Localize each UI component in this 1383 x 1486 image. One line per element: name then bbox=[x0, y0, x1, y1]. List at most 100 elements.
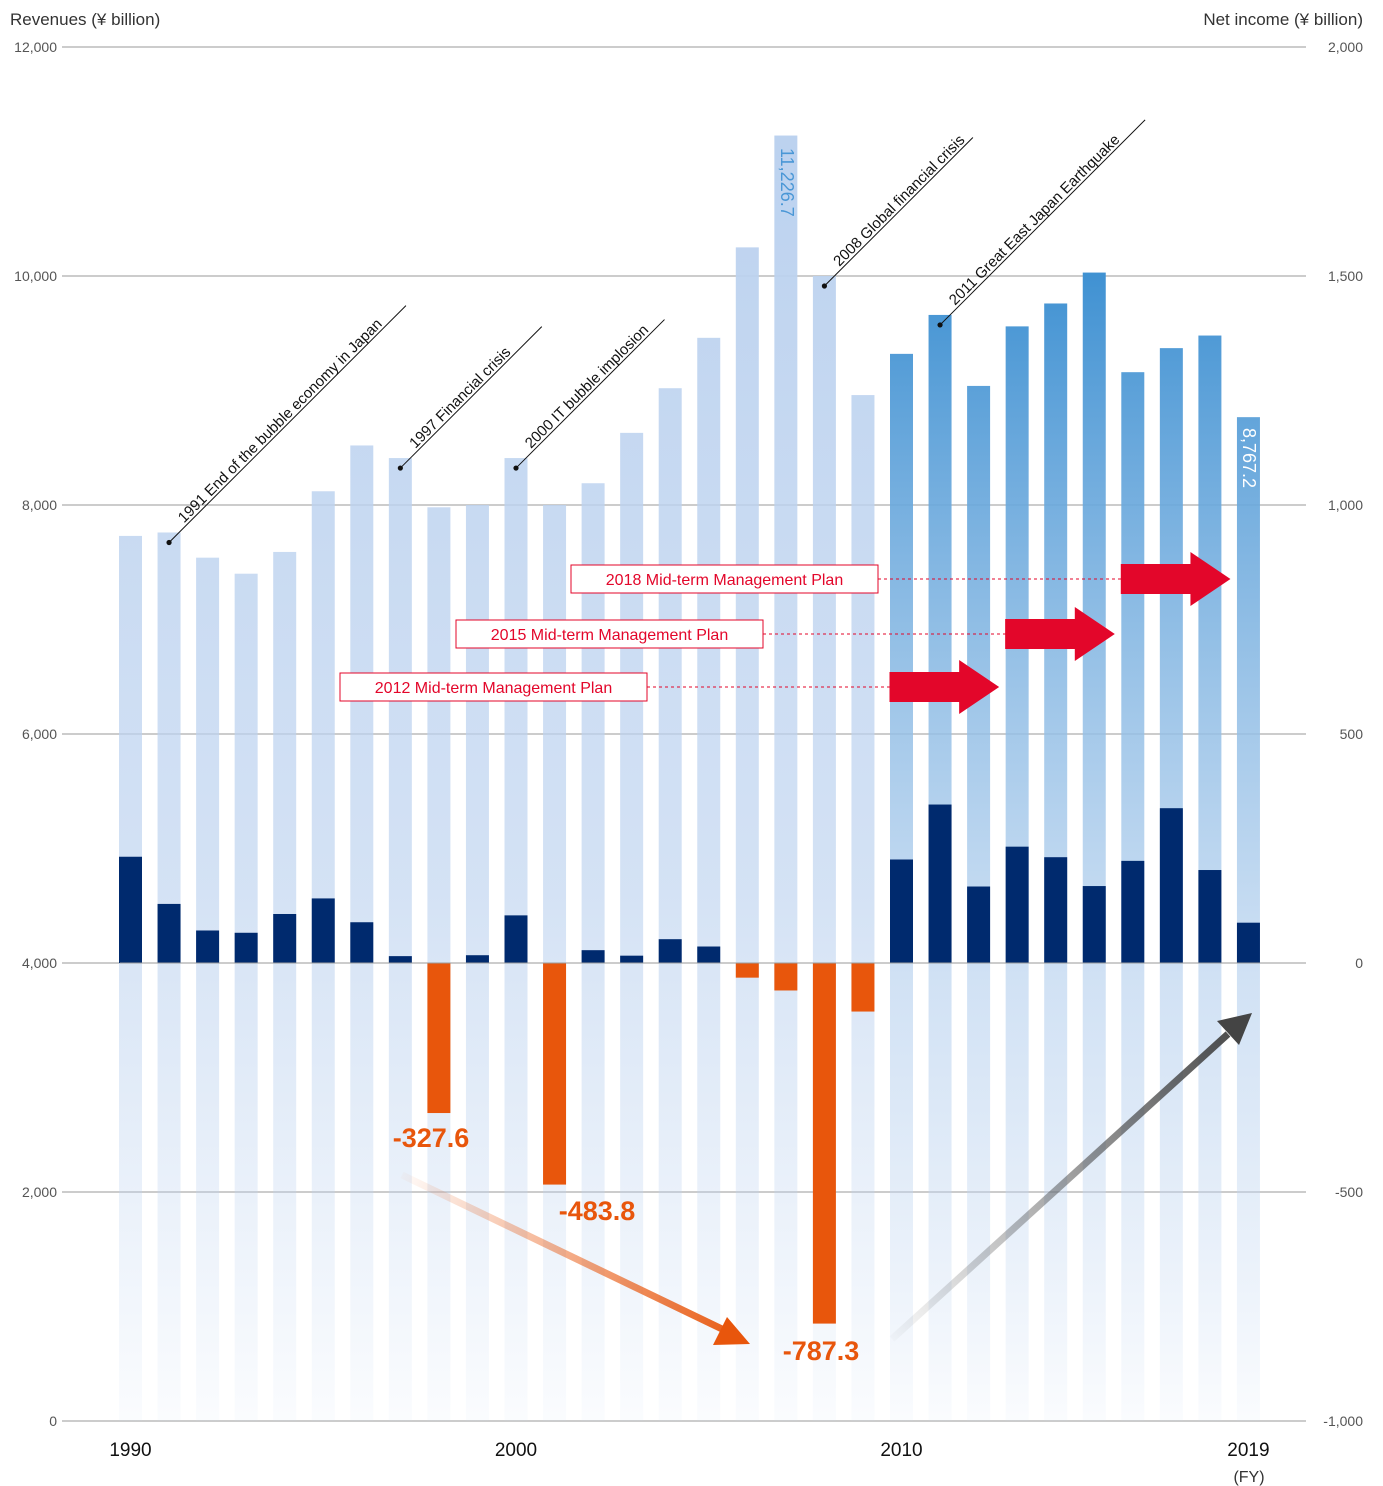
net-income-bars bbox=[119, 804, 1260, 1324]
downward-trend-arrow bbox=[400, 1171, 750, 1345]
right-tick-label: -500 bbox=[1335, 1184, 1363, 1200]
net-income-bar-2015 bbox=[1082, 886, 1106, 963]
net-income-bar-1991 bbox=[157, 903, 181, 963]
fiscal-year-unit: (FY) bbox=[1233, 1469, 1264, 1486]
revenue-bars bbox=[119, 135, 1260, 1422]
event-leader-line bbox=[399, 326, 543, 469]
upward-trend-head bbox=[1217, 1013, 1252, 1045]
downward-trend-shaft bbox=[400, 1171, 724, 1333]
net-income-bar-1992 bbox=[196, 930, 220, 963]
plan-annotation-2013: 2015 Mid-term Management Plan bbox=[455, 607, 1115, 661]
plan-label: 2018 Mid-term Management Plan bbox=[606, 572, 843, 589]
right-tick-label: 1,500 bbox=[1328, 268, 1363, 284]
last-revenue-label: 8,767.2 bbox=[1239, 428, 1259, 488]
net-income-bar-2008 bbox=[812, 963, 836, 1324]
plan-annotation-2016: 2018 Mid-term Management Plan bbox=[570, 552, 1231, 606]
left-tick-label: 4,000 bbox=[22, 955, 57, 971]
left-tick-label: 8,000 bbox=[22, 497, 57, 513]
plan-arrow bbox=[1120, 552, 1231, 606]
plan-label: 2012 Mid-term Management Plan bbox=[375, 680, 612, 697]
net-income-bar-2006 bbox=[735, 963, 759, 978]
event-leader-line bbox=[824, 137, 974, 287]
right-tick-label: 500 bbox=[1340, 726, 1364, 742]
left-tick-label: 0 bbox=[49, 1413, 57, 1429]
plan-annotation-2010: 2012 Mid-term Management Plan bbox=[339, 660, 1000, 714]
net-income-bar-2007 bbox=[774, 963, 798, 991]
upward-trend-shaft bbox=[889, 1031, 1231, 1342]
right-tick-label: 0 bbox=[1355, 955, 1363, 971]
event-leader-line bbox=[939, 119, 1146, 326]
net-income-bar-2018 bbox=[1198, 870, 1222, 963]
revenue-bar-2006 bbox=[735, 247, 759, 1421]
net-income-bar-2010 bbox=[890, 859, 913, 963]
event-annotations: 1991 End of the bubble economy in Japan 1… bbox=[166, 119, 1146, 546]
plan-arrow bbox=[1005, 607, 1115, 661]
net-income-bar-1994 bbox=[273, 913, 297, 963]
event-annotation-1997: 1997 Financial crisis bbox=[397, 326, 543, 471]
net-income-bar-1993 bbox=[234, 932, 258, 963]
net-income-bar-2019 bbox=[1236, 922, 1260, 963]
net-income-bar-1999 bbox=[465, 955, 489, 963]
loss-label-1998: -327.6 bbox=[393, 1123, 470, 1153]
revenue-bar-2019 bbox=[1236, 417, 1260, 1421]
net-income-bar-2004 bbox=[658, 939, 682, 963]
net-income-bar-2012 bbox=[967, 886, 991, 963]
event-label: 2008 Global financial crisis bbox=[830, 132, 968, 270]
revenue-bar-1994 bbox=[273, 551, 297, 1421]
right-tick-label: -1,000 bbox=[1323, 1413, 1363, 1429]
right-tick-label: 1,000 bbox=[1328, 497, 1363, 513]
net-income-bar-2017 bbox=[1159, 808, 1183, 963]
net-income-bar-2014 bbox=[1044, 857, 1068, 963]
event-label: 1997 Financial crisis bbox=[406, 344, 514, 452]
net-income-bar-1998 bbox=[427, 963, 451, 1114]
event-label: 2000 IT bubble implosion bbox=[522, 322, 652, 452]
net-income-bar-2009 bbox=[851, 963, 875, 1012]
right-tick-label: 2,000 bbox=[1328, 39, 1363, 55]
net-income-bar-2005 bbox=[697, 946, 721, 963]
peak-revenue-label: 11,226.7 bbox=[777, 148, 797, 217]
plan-label-box bbox=[339, 672, 648, 702]
event-leader-line bbox=[515, 319, 665, 469]
left-tick-label: 2,000 bbox=[22, 1184, 57, 1200]
plan-label-box bbox=[570, 564, 879, 594]
event-annotation-2011: 2011 Great East Japan Earthquake bbox=[937, 119, 1146, 328]
net-income-bar-2002 bbox=[581, 950, 605, 963]
event-leader-line bbox=[168, 305, 407, 543]
revenue-bar-2015 bbox=[1082, 272, 1106, 1422]
loss-label-2001: -483.8 bbox=[559, 1196, 636, 1226]
plan-label-box bbox=[455, 619, 764, 649]
left-tick-label: 12,000 bbox=[14, 39, 57, 55]
revenue-bar-2005 bbox=[697, 337, 721, 1422]
x-tick-label-1990: 1990 bbox=[109, 1440, 151, 1461]
revenue-bar-2009 bbox=[851, 395, 875, 1422]
downward-trend-head bbox=[713, 1317, 750, 1345]
net-income-bar-2001 bbox=[543, 963, 567, 1185]
net-income-bar-2011 bbox=[928, 804, 952, 963]
revenue-bar-1990 bbox=[119, 535, 142, 1421]
loss-label-2008: -787.3 bbox=[783, 1336, 860, 1366]
plan-arrow bbox=[889, 660, 1000, 714]
management-plan-annotations: 2018 Mid-term Management Plan 2015 Mid-te… bbox=[339, 552, 1231, 714]
net-income-bar-1990 bbox=[119, 856, 142, 963]
revenue-bar-1993 bbox=[234, 573, 258, 1421]
net-income-bar-2016 bbox=[1121, 860, 1145, 963]
revenue-bar-1992 bbox=[196, 557, 220, 1421]
right-axis-title: Net income (¥ billion) bbox=[1203, 10, 1363, 29]
revenue-bar-1991 bbox=[157, 532, 181, 1421]
revenue-bar-1997 bbox=[388, 458, 412, 1421]
upward-trend-arrow bbox=[889, 1013, 1252, 1342]
net-income-bar-2013 bbox=[1005, 846, 1029, 963]
left-axis-title: Revenues (¥ billion) bbox=[10, 10, 160, 29]
x-tick-label-2000: 2000 bbox=[495, 1440, 537, 1461]
net-income-bar-2003 bbox=[620, 955, 644, 963]
plan-label: 2015 Mid-term Management Plan bbox=[491, 627, 728, 644]
trend-arrows bbox=[400, 1013, 1252, 1345]
left-tick-label: 10,000 bbox=[14, 268, 57, 284]
x-tick-label-2019: 2019 bbox=[1227, 1440, 1269, 1461]
net-income-bar-1997 bbox=[388, 956, 412, 963]
revenue-bar-2007 bbox=[774, 135, 798, 1421]
net-income-bar-2000 bbox=[504, 915, 528, 963]
event-annotation-2008: 2008 Global financial crisis bbox=[821, 132, 974, 289]
left-tick-label: 6,000 bbox=[22, 726, 57, 742]
